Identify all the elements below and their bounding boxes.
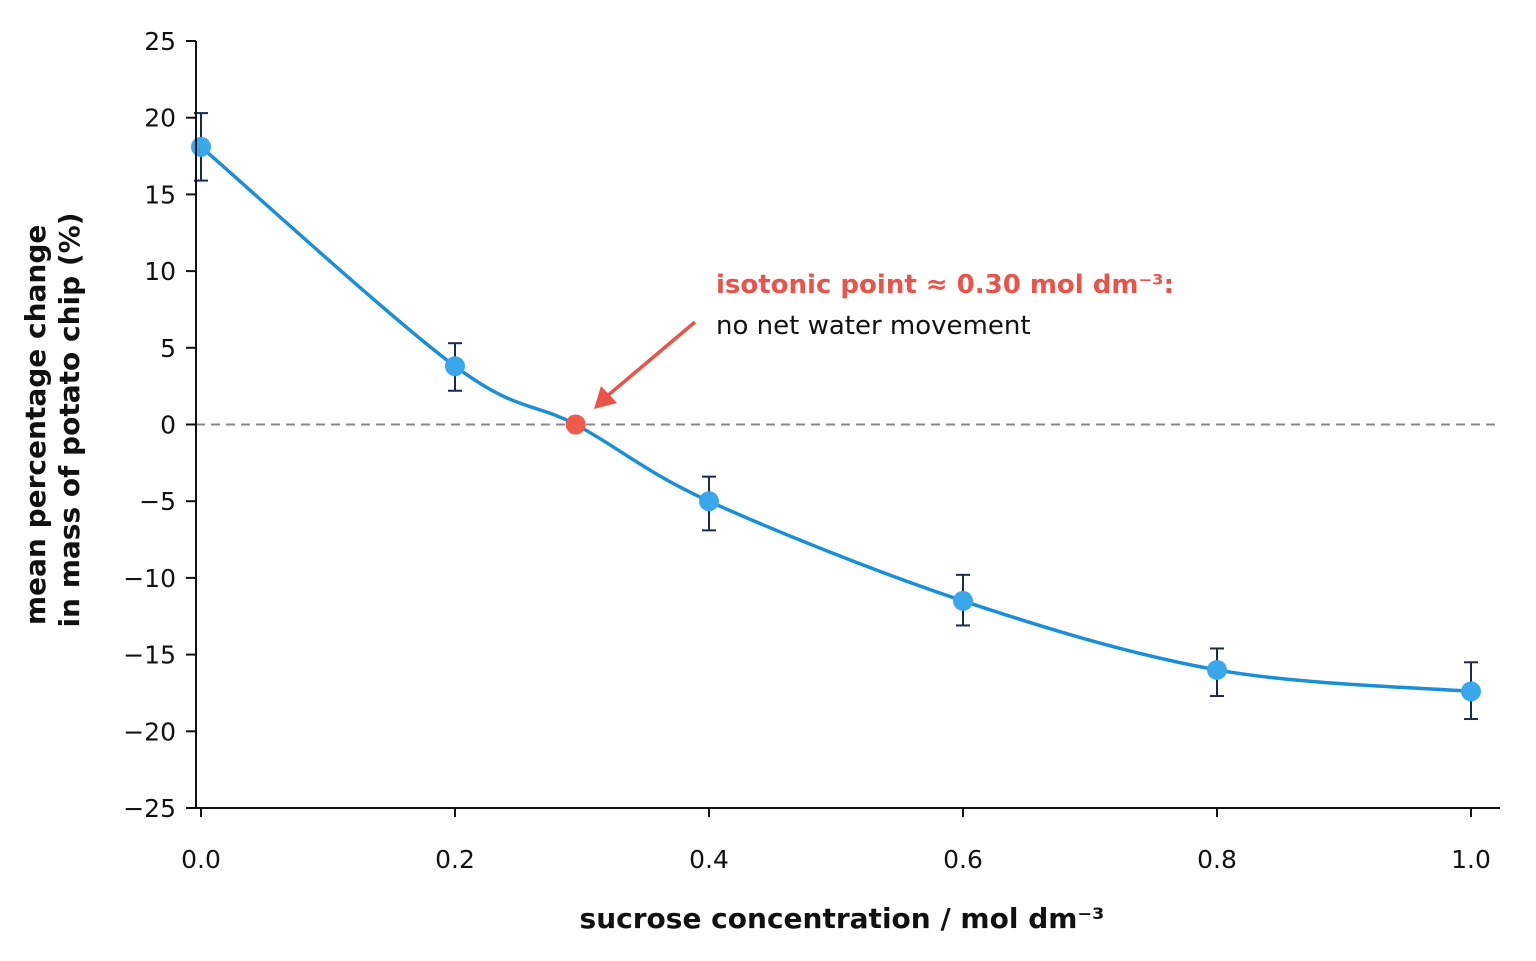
y-tick-label: −20 <box>123 717 176 746</box>
data-points-layer <box>191 136 1481 702</box>
x-axis-title: sucrose concentration / mol dm⁻³ <box>580 902 1105 935</box>
data-point <box>1461 681 1481 702</box>
y-axis-title: mean percentage change in mass of potato… <box>19 212 86 627</box>
data-point <box>191 136 211 157</box>
y-tick-label: 0 <box>160 411 176 440</box>
x-ticks: 0.0 0.2 0.4 0.6 0.8 1.0 <box>181 808 1491 874</box>
annotation-arrow-shaft <box>604 320 697 399</box>
annotation-title: isotonic point ≈ 0.30 mol dm⁻³: <box>716 270 1174 300</box>
y-tick-label: −5 <box>139 487 176 516</box>
x-tick-label: 1.0 <box>1451 845 1491 874</box>
fit-curve-layer <box>199 145 1472 694</box>
y-axis-title-line-1: mean percentage change <box>19 225 52 626</box>
annotation-subtitle: no net water movement <box>716 311 1031 341</box>
data-point <box>699 491 719 512</box>
x-tick-label: 0.6 <box>943 845 983 874</box>
isotonic-point <box>565 414 586 435</box>
data-point <box>953 590 973 611</box>
y-tick-label: 25 <box>144 27 176 56</box>
fit-curve <box>199 145 1472 694</box>
error-bars-layer <box>194 112 1478 721</box>
y-tick-label: −15 <box>123 641 176 670</box>
y-tick-label: 15 <box>144 180 176 209</box>
y-tick-label: −10 <box>123 564 176 593</box>
y-tick-label: 5 <box>160 334 176 363</box>
x-tick-label: 0.2 <box>435 845 475 874</box>
y-ticks: 25 20 15 10 5 0 −5 −10 −15 −20 −25 <box>123 27 196 823</box>
x-tick-label: 0.4 <box>689 845 729 874</box>
x-tick-label: 0.8 <box>1197 845 1237 874</box>
y-axis-title-line-2: in mass of potato chip (%) <box>53 212 86 627</box>
y-tick-label: −25 <box>123 794 176 823</box>
y-tick-label: 20 <box>144 104 176 133</box>
data-point <box>1207 659 1227 680</box>
isotonic-annotation: isotonic point ≈ 0.30 mol dm⁻³: no net w… <box>594 270 1174 409</box>
annotation-arrow-head <box>594 386 617 409</box>
x-tick-label: 0.0 <box>181 845 221 874</box>
data-point <box>445 356 465 377</box>
y-tick-label: 10 <box>144 257 176 286</box>
